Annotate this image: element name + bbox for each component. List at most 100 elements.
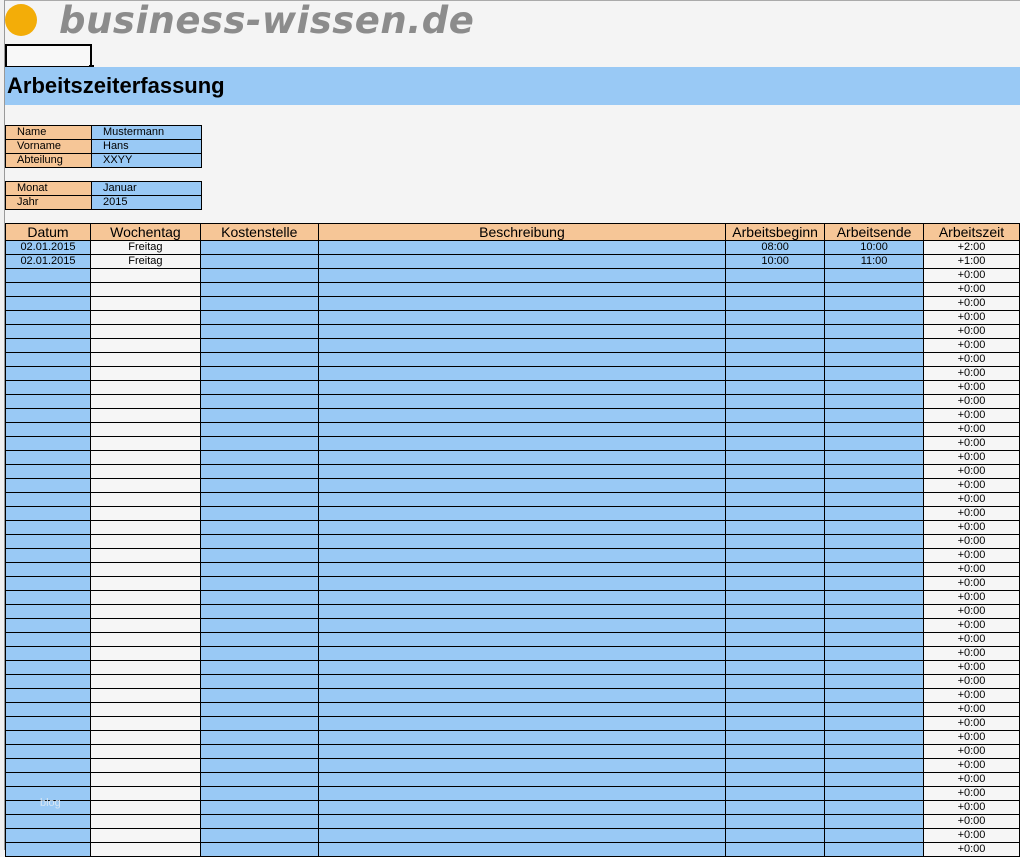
cell-wochentag[interactable]: Freitag	[89, 254, 201, 269]
cell-arbeitszeit[interactable]: +2:00	[923, 240, 1020, 255]
cell-wochentag[interactable]	[89, 772, 201, 787]
cell-wochentag[interactable]	[89, 548, 201, 563]
cell-arbeitsbeginn[interactable]	[725, 828, 826, 843]
cell-wochentag[interactable]	[89, 464, 201, 479]
cell-kostenstelle[interactable]	[199, 268, 319, 283]
cell-arbeitsbeginn[interactable]: 08:00	[725, 240, 826, 255]
cell-beschreibung[interactable]	[317, 492, 727, 507]
cell-beschreibung[interactable]	[317, 828, 727, 843]
cell-arbeitszeit[interactable]: +0:00	[923, 618, 1020, 633]
cell-beschreibung[interactable]	[317, 436, 727, 451]
cell-wochentag[interactable]	[89, 758, 201, 773]
cell-arbeitsbeginn[interactable]	[725, 366, 826, 381]
cell-kostenstelle[interactable]	[199, 478, 319, 493]
cell-arbeitsende[interactable]	[824, 408, 925, 423]
cell-beschreibung[interactable]	[317, 366, 727, 381]
cell-beschreibung[interactable]	[317, 240, 727, 255]
cell-arbeitsende[interactable]	[824, 646, 925, 661]
cell-wochentag[interactable]	[89, 786, 201, 801]
cell-beschreibung[interactable]	[317, 786, 727, 801]
column-header-arbeitsbeginn[interactable]: Arbeitsbeginn	[725, 223, 826, 241]
cell-arbeitsbeginn[interactable]: 10:00	[725, 254, 826, 269]
cell-wochentag[interactable]	[89, 366, 201, 381]
cell-arbeitszeit[interactable]: +0:00	[923, 688, 1020, 703]
cell-kostenstelle[interactable]	[199, 408, 319, 423]
cell-kostenstelle[interactable]	[199, 534, 319, 549]
cell-wochentag[interactable]	[89, 576, 201, 591]
cell-beschreibung[interactable]	[317, 282, 727, 297]
cell-kostenstelle[interactable]	[199, 310, 319, 325]
cell-arbeitsende[interactable]: 11:00	[824, 254, 925, 269]
cell-arbeitsende[interactable]	[824, 492, 925, 507]
cell-beschreibung[interactable]	[317, 660, 727, 675]
cell-arbeitsende[interactable]	[824, 366, 925, 381]
cell-wochentag[interactable]	[89, 450, 201, 465]
cell-arbeitsbeginn[interactable]	[725, 786, 826, 801]
cell-kostenstelle[interactable]	[199, 772, 319, 787]
cell-datum[interactable]	[5, 310, 91, 325]
cell-arbeitszeit[interactable]: +0:00	[923, 310, 1020, 325]
cell-arbeitsbeginn[interactable]	[725, 814, 826, 829]
cell-arbeitsende[interactable]	[824, 268, 925, 283]
cell-arbeitsende[interactable]	[824, 702, 925, 717]
cell-arbeitszeit[interactable]: +0:00	[923, 506, 1020, 521]
cell-arbeitsende[interactable]	[824, 562, 925, 577]
cell-arbeitsende[interactable]	[824, 450, 925, 465]
cell-kostenstelle[interactable]	[199, 422, 319, 437]
cell-wochentag[interactable]	[89, 828, 201, 843]
cell-arbeitsende[interactable]	[824, 422, 925, 437]
cell-arbeitsbeginn[interactable]	[725, 548, 826, 563]
cell-datum[interactable]	[5, 506, 91, 521]
cell-kostenstelle[interactable]	[199, 716, 319, 731]
cell-beschreibung[interactable]	[317, 744, 727, 759]
cell-arbeitsende[interactable]	[824, 464, 925, 479]
cell-wochentag[interactable]	[89, 618, 201, 633]
cell-arbeitszeit[interactable]: +0:00	[923, 352, 1020, 367]
cell-beschreibung[interactable]	[317, 590, 727, 605]
cell-kostenstelle[interactable]	[199, 520, 319, 535]
cell-arbeitsende[interactable]	[824, 800, 925, 815]
cell-datum[interactable]	[5, 282, 91, 297]
cell-wochentag[interactable]	[89, 688, 201, 703]
cell-datum[interactable]	[5, 450, 91, 465]
cell-kostenstelle[interactable]	[199, 814, 319, 829]
cell-wochentag[interactable]	[89, 310, 201, 325]
cell-datum[interactable]	[5, 786, 91, 801]
cell-datum[interactable]	[5, 646, 91, 661]
cell-arbeitszeit[interactable]: +0:00	[923, 394, 1020, 409]
cell-arbeitsende[interactable]	[824, 716, 925, 731]
cell-arbeitsbeginn[interactable]	[725, 674, 826, 689]
cell-beschreibung[interactable]	[317, 688, 727, 703]
cell-arbeitszeit[interactable]: +0:00	[923, 282, 1020, 297]
cell-arbeitsende[interactable]	[824, 324, 925, 339]
cell-wochentag[interactable]	[89, 478, 201, 493]
cell-beschreibung[interactable]	[317, 520, 727, 535]
cell-kostenstelle[interactable]	[199, 436, 319, 451]
cell-wochentag[interactable]	[89, 506, 201, 521]
cell-datum[interactable]	[5, 464, 91, 479]
cell-arbeitsbeginn[interactable]	[725, 632, 826, 647]
cell-wochentag[interactable]	[89, 268, 201, 283]
cell-beschreibung[interactable]	[317, 758, 727, 773]
cell-datum[interactable]	[5, 828, 91, 843]
cell-beschreibung[interactable]	[317, 730, 727, 745]
cell-kostenstelle[interactable]	[199, 828, 319, 843]
column-header-wochentag[interactable]: Wochentag	[89, 223, 201, 241]
cell-wochentag[interactable]	[89, 674, 201, 689]
cell-beschreibung[interactable]	[317, 394, 727, 409]
cell-arbeitszeit[interactable]: +0:00	[923, 590, 1020, 605]
cell-arbeitsbeginn[interactable]	[725, 772, 826, 787]
cell-arbeitsbeginn[interactable]	[725, 688, 826, 703]
cell-arbeitszeit[interactable]: +0:00	[923, 730, 1020, 745]
column-header-datum[interactable]: Datum	[5, 223, 91, 241]
cell-datum[interactable]	[5, 590, 91, 605]
cell-wochentag[interactable]	[89, 324, 201, 339]
cell-kostenstelle[interactable]	[199, 730, 319, 745]
cell-kostenstelle[interactable]	[199, 338, 319, 353]
cell-arbeitsende[interactable]	[824, 338, 925, 353]
cell-beschreibung[interactable]	[317, 576, 727, 591]
cell-kostenstelle[interactable]	[199, 744, 319, 759]
cell-kostenstelle[interactable]	[199, 758, 319, 773]
cell-arbeitszeit[interactable]: +0:00	[923, 604, 1020, 619]
cell-kostenstelle[interactable]	[199, 380, 319, 395]
